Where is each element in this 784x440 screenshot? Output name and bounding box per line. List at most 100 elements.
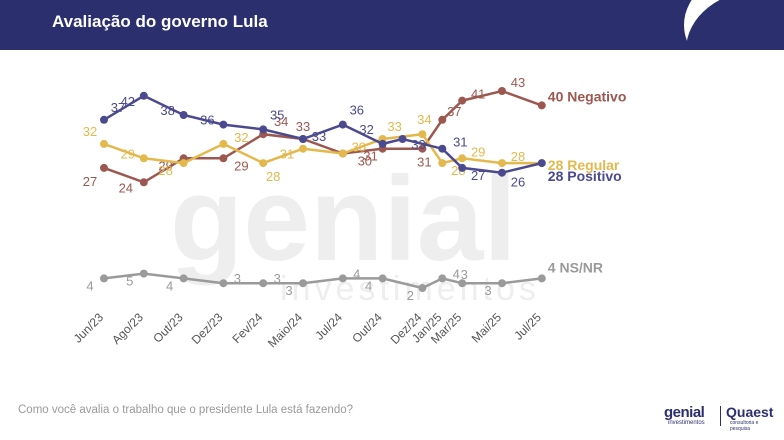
series-end-label: 40 Negativo (548, 88, 627, 104)
x-axis-labels: Jun/23 Ago/23 Out/23 Dez/23 Fev/24 Maio/24 Jul… (71, 310, 544, 350)
data-point (537, 159, 546, 168)
data-label: 37 (111, 100, 125, 115)
data-point (378, 274, 387, 283)
quaest-logo-sub: consultoria e pesquisa (730, 420, 759, 432)
watermark: genial investimentos (170, 152, 540, 308)
data-point (418, 284, 427, 292)
data-label: 24 (119, 180, 133, 195)
data-label: 35 (270, 107, 284, 122)
data-point (498, 87, 506, 95)
data-label: 37 (447, 104, 461, 119)
data-label: 28 (158, 163, 172, 178)
data-label: 31 (363, 149, 377, 164)
data-point (438, 144, 447, 153)
data-point (498, 159, 506, 168)
watermark-line1: genial (170, 152, 517, 286)
data-point (259, 125, 268, 134)
data-point (458, 279, 467, 288)
data-label: 33 (312, 129, 326, 144)
data-point (100, 115, 108, 124)
data-label: 33 (411, 137, 425, 152)
quaest-logo: Quaest (726, 404, 774, 420)
data-point (537, 101, 546, 110)
data-label: 38 (160, 103, 174, 118)
data-label: 27 (83, 174, 97, 189)
logos: genial investimentos Quaest consultoria … (664, 402, 776, 432)
data-point (100, 274, 108, 283)
data-label: 30 (358, 154, 372, 169)
data-label: 29 (234, 158, 248, 173)
data-point (259, 279, 268, 288)
x-tick-label: Maio/24 (265, 310, 305, 350)
data-label: 36 (350, 103, 364, 118)
data-point (537, 274, 546, 283)
data-label: 4 (86, 278, 93, 293)
data-label: 32 (83, 124, 97, 139)
data-point (139, 91, 148, 100)
data-point (418, 130, 427, 139)
x-tick-label: Dez/23 (189, 310, 226, 347)
series-end-label: 28 Positivo (548, 168, 622, 184)
series-end-label: 4 NS/NR (548, 259, 603, 275)
data-point (219, 154, 228, 163)
data-point (498, 168, 506, 177)
data-label: 29 (471, 144, 485, 159)
data-point (438, 159, 447, 168)
data-point (179, 159, 188, 168)
genial-logo: genial (664, 404, 705, 421)
data-point (219, 279, 228, 288)
data-label: 4 (453, 266, 460, 281)
data-label: 33 (296, 119, 310, 134)
data-point (139, 154, 148, 163)
data-label: 4 (353, 266, 360, 281)
data-point (338, 120, 347, 129)
data-point (438, 274, 447, 283)
data-label: 3 (234, 271, 241, 286)
data-label: 42 (121, 94, 135, 109)
x-tick-label: Out/24 (349, 310, 385, 346)
data-label: 3 (484, 283, 491, 298)
data-point (378, 139, 387, 148)
data-label: 34 (417, 112, 431, 127)
data-point (299, 279, 307, 288)
series-end-label: 28 Regular (548, 157, 620, 173)
survey-question: Como você avalia o trabalho que o presid… (18, 404, 354, 416)
data-point (418, 144, 427, 153)
x-tick-label: Out/23 (150, 310, 186, 346)
x-tick-label: Jul/24 (312, 310, 345, 343)
page-title: Avaliação do governo Lula (52, 12, 268, 31)
logo-separator (720, 406, 721, 426)
x-tick-label: Jul/25 (511, 310, 544, 343)
data-point (179, 274, 188, 283)
x-tick-label: Mai/25 (469, 310, 505, 346)
watermark-line2: investimentos (280, 270, 540, 308)
data-point (458, 163, 467, 172)
data-point (398, 135, 407, 143)
x-tick-label: Fev/24 (229, 310, 265, 346)
data-label: 31 (453, 135, 467, 150)
data-label: 29 (121, 146, 135, 161)
data-label: 31 (280, 147, 294, 162)
data-point (338, 149, 347, 158)
data-label: 30 (352, 140, 366, 155)
data-label: 5 (126, 274, 133, 289)
data-label: 4 (166, 278, 173, 293)
data-label: 28 (511, 149, 525, 164)
data-label: 36 (200, 113, 214, 128)
data-label: 3 (285, 283, 292, 298)
data-label: 2 (407, 288, 414, 303)
data-point (179, 111, 188, 119)
x-tick-label: Ago/23 (109, 310, 146, 347)
data-label: 33 (387, 119, 401, 134)
data-point (299, 135, 307, 143)
x-tick-label: Jun/23 (71, 310, 107, 346)
data-point (219, 120, 228, 129)
data-label: 32 (359, 122, 373, 137)
data-point (299, 144, 307, 153)
data-label: 43 (511, 75, 525, 90)
